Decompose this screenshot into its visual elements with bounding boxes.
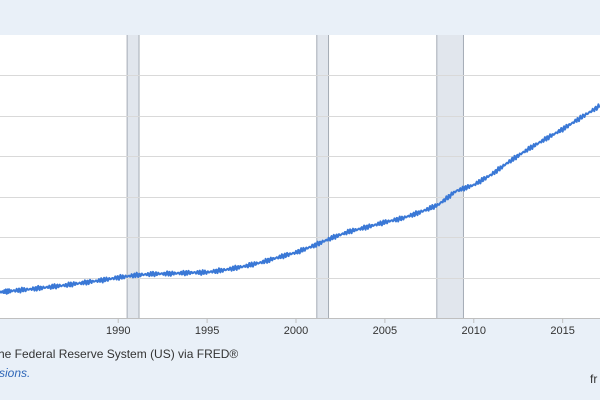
series-line-1: [0, 103, 600, 295]
x-tick-label: 1990: [106, 325, 130, 337]
shading-note-link[interactable]: sions.: [0, 366, 31, 380]
recession-band-1: [127, 35, 140, 318]
recession-band-3: [436, 35, 464, 318]
x-tick-label: 2005: [373, 325, 397, 337]
source-attribution: he Federal Reserve System (US) via FRED®: [0, 347, 239, 361]
gridlines: [0, 75, 600, 279]
recession-shading: [126, 35, 464, 318]
recession-band-2: [316, 35, 329, 318]
fred-brand: fr: [590, 372, 598, 386]
x-axis: 1990 1995 2000 2005 2010 2015: [106, 318, 575, 337]
series-layer: [0, 103, 600, 295]
chart: 1990 1995 2000 2005 2010 2015: [0, 35, 600, 337]
x-tick-label: 2010: [462, 325, 486, 337]
x-tick-label: 2015: [550, 325, 574, 337]
plot-area: [0, 35, 600, 318]
x-tick-label: 2000: [284, 325, 308, 337]
x-tick-label: 1995: [195, 325, 219, 337]
